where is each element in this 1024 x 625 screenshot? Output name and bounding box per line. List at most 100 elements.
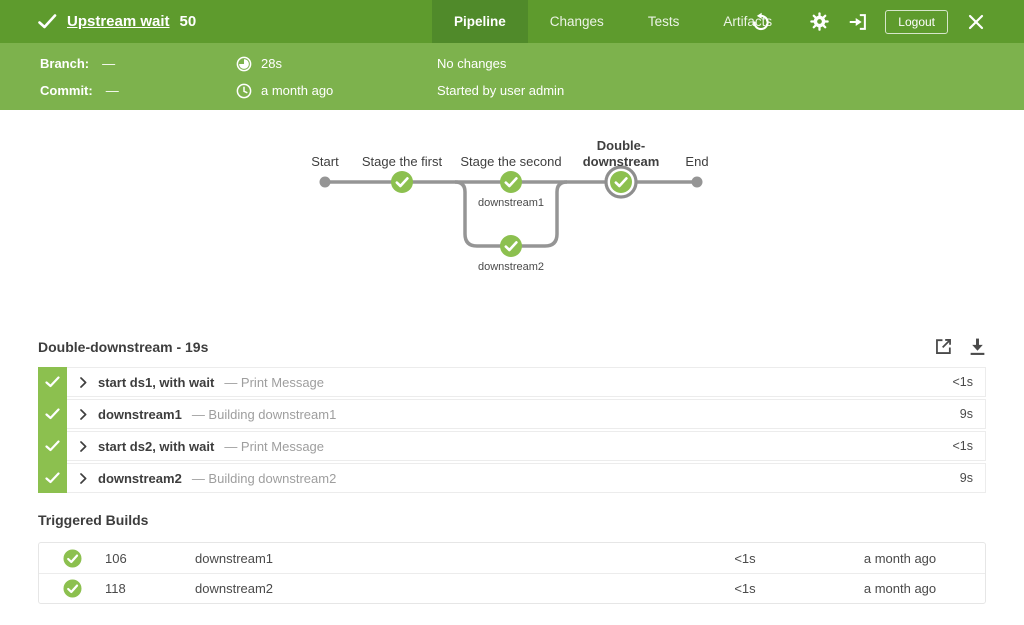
pipeline-name-link[interactable]: Upstream wait (67, 13, 170, 30)
step-description: — Print Message (224, 374, 325, 390)
replay-icon (753, 12, 769, 31)
node-stage-the-first[interactable] (391, 171, 413, 193)
chevron-right-icon (80, 472, 87, 484)
step-name: downstream2 (98, 470, 182, 486)
chevron-right-icon (80, 376, 87, 388)
tab-tests[interactable]: Tests (647, 14, 680, 29)
build-time-ago: a month ago (863, 550, 937, 566)
node-double-downstream-selected[interactable] (604, 165, 638, 199)
start-label: Start (311, 154, 339, 169)
step-row[interactable]: start ds1, with wait — Print Message <1s (67, 367, 986, 397)
check-icon (504, 177, 518, 188)
step-duration: 9s (959, 407, 973, 421)
step-description: — Building downstream1 (191, 406, 337, 422)
logout-button[interactable]: Logout (885, 9, 948, 34)
stage3-label-line1: Double- (597, 138, 645, 153)
end-node (691, 176, 703, 188)
steps-section-header: Double-downstream - 19s (38, 337, 986, 356)
commit-value: — (105, 83, 119, 98)
gear-icon (810, 12, 829, 31)
check-icon (45, 376, 60, 388)
step-name: start ds1, with wait (98, 374, 215, 390)
external-link-icon (936, 339, 951, 354)
open-logs-new-window-button[interactable] (934, 337, 953, 356)
run-duration: 28s (261, 56, 282, 71)
success-check-icon (38, 14, 57, 29)
step-name: downstream1 (98, 406, 182, 422)
node-downstream1[interactable] (500, 171, 522, 193)
step-row[interactable]: downstream2 — Building downstream2 9s (67, 463, 986, 493)
rerun-button[interactable] (750, 10, 772, 33)
build-duration: <1s (734, 581, 756, 596)
settings-button[interactable] (809, 11, 830, 32)
stage3-label-line2: downstream (583, 154, 660, 169)
success-circle-icon (63, 549, 81, 567)
start-node (319, 176, 331, 188)
check-icon (45, 472, 60, 484)
build-name: downstream2 (195, 581, 274, 596)
run-number: 50 (179, 13, 197, 30)
exit-to-app-icon (850, 13, 867, 30)
run-title-group: Upstream wait 50 (0, 13, 196, 30)
step-duration: 9s (959, 471, 973, 485)
triggered-build-row[interactable]: 118 downstream2 <1s a month ago (39, 573, 985, 603)
node-downstream2[interactable] (500, 235, 522, 257)
triggered-builds-title: Triggered Builds (38, 512, 149, 528)
steps-status-column (38, 367, 67, 493)
triggered-build-row[interactable]: 106 downstream1 <1s a month ago (39, 543, 985, 573)
selected-stage-title: Double-downstream - 19s (38, 338, 209, 355)
tab-pipeline[interactable]: Pipeline (432, 0, 528, 43)
build-number: 106 (105, 550, 127, 566)
top-header-bar: Upstream wait 50 Pipeline Changes Tests … (0, 0, 1024, 43)
started-by-text: Started by user admin (437, 83, 565, 98)
branch1-label: downstream1 (478, 197, 544, 209)
chevron-right-icon (80, 408, 87, 420)
stage1-label: Stage the first (362, 154, 443, 169)
step-name: start ds2, with wait (98, 438, 215, 454)
pipeline-graph: Start Stage the first Stage the second D… (0, 110, 1024, 288)
build-number: 118 (105, 581, 126, 596)
download-icon (970, 338, 985, 355)
close-icon (968, 14, 984, 29)
branch2-label: downstream2 (478, 261, 544, 273)
check-icon (45, 408, 60, 420)
success-circle-icon (63, 579, 81, 598)
changes-text: No changes (437, 56, 507, 71)
duration-icon (236, 56, 252, 71)
step-description: — Building downstream2 (191, 470, 337, 486)
build-duration: <1s (734, 550, 756, 566)
step-duration: <1s (952, 375, 973, 389)
clock-icon (236, 83, 252, 98)
triggered-builds-table: 106 downstream1 <1s a month ago 118 down… (38, 542, 986, 604)
tab-changes[interactable]: Changes (549, 14, 604, 29)
run-time-ago: a month ago (261, 83, 334, 98)
step-duration: <1s (952, 439, 973, 453)
check-icon (395, 177, 409, 188)
build-name: downstream1 (195, 550, 274, 566)
step-description: — Print Message (224, 438, 325, 454)
check-icon (45, 440, 60, 452)
header-actions: Logout (750, 0, 1024, 43)
build-time-ago: a month ago (863, 581, 937, 596)
tab-artifacts[interactable]: Artifacts (723, 14, 773, 29)
commit-label: Commit: (40, 83, 93, 98)
header-tabs: Pipeline Changes Tests Artifacts (432, 0, 794, 43)
branch-value: — (102, 56, 116, 71)
end-label: End (685, 154, 708, 169)
step-row[interactable]: downstream1 — Building downstream1 9s (67, 399, 986, 429)
go-to-classic-button[interactable] (847, 11, 869, 33)
pipeline-graph-svg: Start Stage the first Stage the second D… (311, 138, 708, 273)
check-icon (614, 177, 628, 188)
chevron-right-icon (80, 440, 87, 452)
cause-column: No changes Started by user admin (437, 56, 564, 98)
branch-label: Branch: (40, 56, 90, 71)
stage2-label: Stage the second (460, 154, 561, 169)
steps-table: start ds1, with wait — Print Message <1s… (38, 367, 986, 493)
timing-column: 28s a month ago (236, 56, 333, 98)
branch-commit-column: Branch: — Commit: — (40, 56, 119, 98)
check-icon (504, 241, 518, 252)
run-details-bar: Branch: — Commit: — 28s a month ago No c… (0, 43, 1024, 110)
close-button[interactable] (968, 14, 984, 30)
step-row[interactable]: start ds2, with wait — Print Message <1s (67, 431, 986, 461)
download-logs-button[interactable] (969, 337, 986, 356)
